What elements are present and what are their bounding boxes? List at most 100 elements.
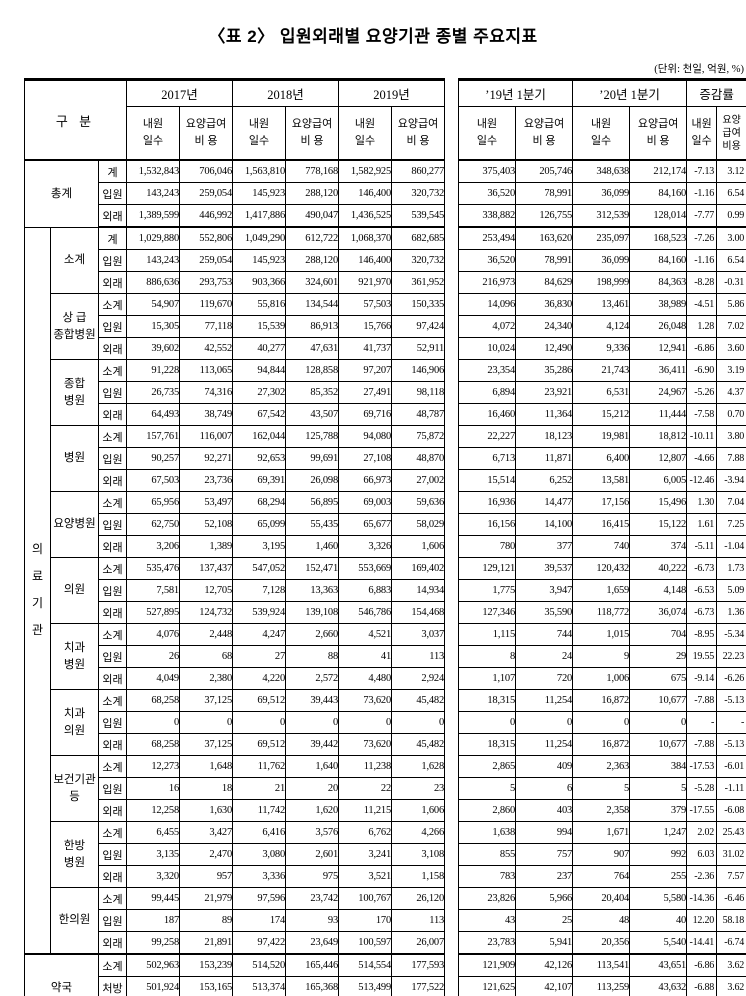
table-cell: 146,906: [391, 359, 446, 382]
table-cell: 24,967: [629, 381, 688, 404]
table-cell: 43: [458, 909, 517, 932]
table-cell: 11,254: [515, 733, 574, 756]
table-cell: 1,638: [458, 821, 517, 844]
table-cell: 18,812: [629, 425, 688, 448]
table-cell: 165,446: [285, 953, 340, 977]
table-cell: 22,227: [458, 425, 517, 448]
table-cell: 1,671: [572, 821, 631, 844]
table-cell: 514,520: [232, 953, 287, 977]
table-cell: -1.16: [686, 249, 718, 272]
table-cell: 18,315: [458, 733, 517, 756]
table-cell: 99,691: [285, 447, 340, 470]
group-label: 총계: [24, 159, 99, 228]
table-cell: 513,374: [232, 976, 287, 996]
table-cell: 65,956: [126, 491, 180, 514]
row-label: 입원: [98, 909, 127, 932]
table-gap: [444, 160, 459, 183]
table-gap: [444, 931, 459, 954]
table-cell: -5.28: [686, 777, 718, 800]
table-cell: 446,992: [178, 204, 234, 228]
table-cell: 137,437: [178, 557, 234, 580]
table-cell: 38,749: [178, 403, 234, 426]
row-label: 소계: [98, 953, 127, 977]
table-cell: 113,065: [178, 359, 234, 382]
table-cell: 97,207: [338, 359, 393, 382]
table-cell: 12,807: [629, 447, 688, 470]
table-cell: 1,389: [178, 535, 234, 558]
table-cell: 5,580: [629, 887, 688, 910]
table-cell: 5,540: [629, 931, 688, 955]
table-cell: 12.20: [686, 909, 718, 932]
row-label: 소계: [98, 557, 127, 580]
table-cell: 113: [391, 909, 446, 932]
table-cell: 5.09: [716, 579, 746, 602]
table-cell: 16,872: [572, 689, 631, 712]
table-cell: -3.94: [716, 469, 746, 492]
table-cell: 54,907: [126, 293, 180, 316]
table-cell: 121,909: [458, 953, 517, 977]
table-cell: 4,220: [232, 667, 287, 690]
table-cell: 2,860: [458, 799, 517, 822]
table-cell: -6.08: [716, 799, 746, 822]
table-gap: [444, 204, 459, 227]
table-cell: 20,404: [572, 887, 631, 910]
table-cell: 3,521: [338, 865, 393, 888]
table-cell: 259,054: [178, 182, 234, 205]
subheader-rate-visit-days: 내원 일수: [686, 106, 718, 161]
table-cell: 2,924: [391, 667, 446, 690]
table-cell: 48,870: [391, 447, 446, 470]
table-cell: 255: [629, 865, 688, 888]
table-cell: 12,258: [126, 799, 180, 822]
table-cell: -12.46: [686, 469, 718, 492]
table-cell: 886,636: [126, 271, 180, 294]
table-cell: 15,539: [232, 315, 287, 338]
table-cell: 8: [458, 645, 517, 668]
table-cell: 113,259: [572, 976, 631, 996]
table-cell: 293,753: [178, 271, 234, 294]
table-cell: 36,099: [572, 182, 631, 205]
table-cell: 168,523: [629, 226, 688, 250]
group-label: 종합 병원: [50, 359, 99, 426]
table-cell: 5.86: [716, 293, 746, 316]
table-cell: 361,952: [391, 271, 446, 294]
table-cell: 1,606: [391, 799, 446, 822]
table-cell: 69,512: [232, 689, 287, 712]
header-change-rate: 증감률: [686, 78, 746, 107]
table-cell: 1,628: [391, 755, 446, 778]
table-cell: 501,924: [126, 976, 180, 996]
table-cell: 903,366: [232, 271, 287, 294]
table-cell: 3.62: [716, 953, 746, 977]
table-cell: 1,620: [285, 799, 340, 822]
row-label: 입원: [98, 249, 127, 272]
row-label: 외래: [98, 865, 127, 888]
group-label: 요양병원: [50, 491, 99, 558]
table-cell: -1.04: [716, 535, 746, 558]
table-cell: 18: [178, 777, 234, 800]
table-cell: 740: [572, 535, 631, 558]
table-cell: 74,316: [178, 381, 234, 404]
row-label: 외래: [98, 733, 127, 756]
table-cell: 145,923: [232, 182, 287, 205]
table-cell: 93: [285, 909, 340, 932]
table-cell: 68,258: [126, 689, 180, 712]
table-cell: 7.02: [716, 315, 746, 338]
table-cell: 97,596: [232, 887, 287, 910]
table-cell: 139,108: [285, 601, 340, 624]
table-cell: 1,648: [178, 755, 234, 778]
row-label: 외래: [98, 799, 127, 822]
table-cell: 23: [391, 777, 446, 800]
table-cell: 11,215: [338, 799, 393, 822]
table-cell: 12,705: [178, 579, 234, 602]
table-cell: 18,123: [515, 425, 574, 448]
table-cell: 88: [285, 645, 340, 668]
table-cell: -6.73: [686, 601, 718, 624]
table-cell: 58,029: [391, 513, 446, 536]
row-label: 소계: [98, 689, 127, 712]
table-cell: 40: [629, 909, 688, 932]
table-cell: 35,286: [515, 359, 574, 382]
table-cell: -5.26: [686, 381, 718, 404]
table-cell: 907: [572, 843, 631, 866]
table-cell: 535,476: [126, 557, 180, 580]
table-cell: 40,222: [629, 557, 688, 580]
table-cell: 19,981: [572, 425, 631, 448]
